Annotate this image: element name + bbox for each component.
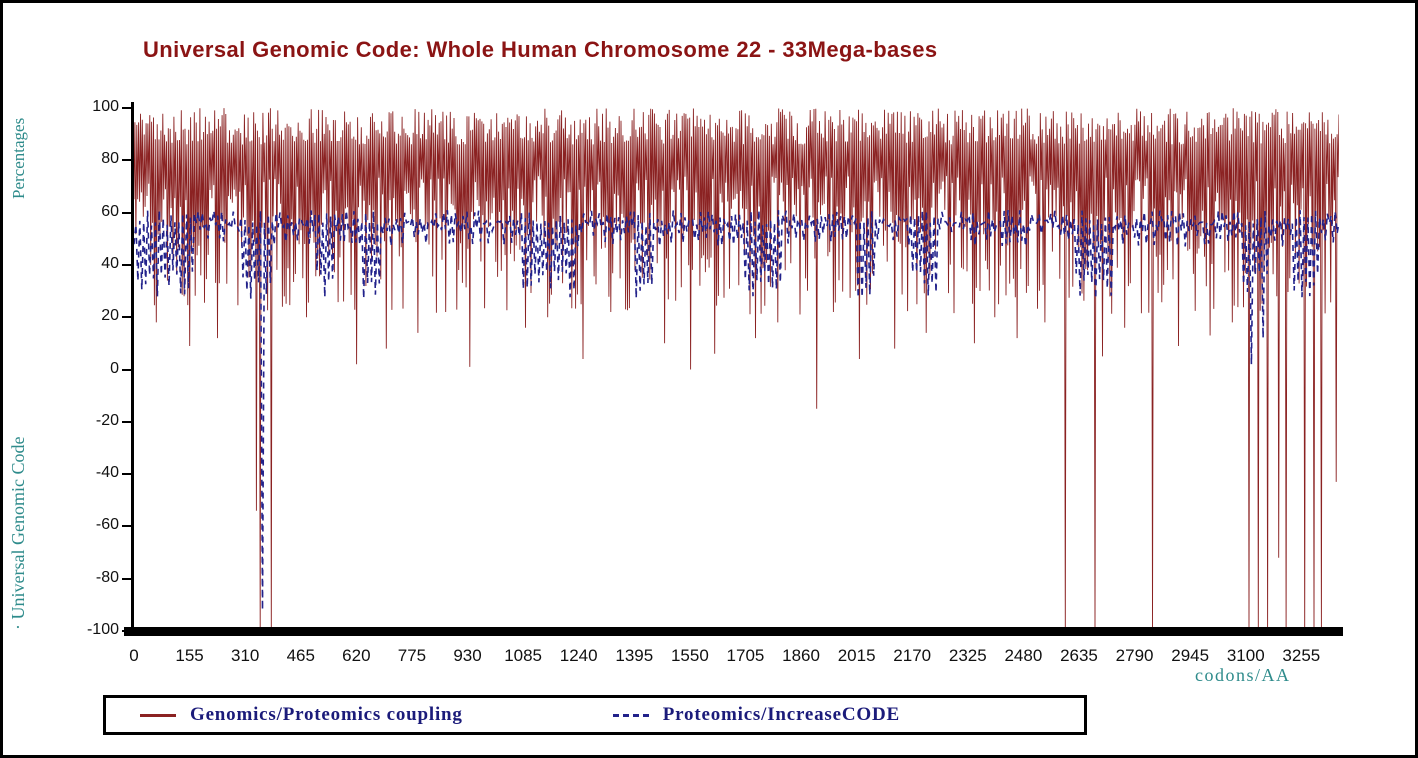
x-tick-label: 310 xyxy=(230,646,260,665)
legend-solid-line-icon xyxy=(140,713,176,717)
y-tick-label: 60 xyxy=(101,202,119,220)
x-tick-label: 155 xyxy=(175,646,204,665)
plot-area xyxy=(134,108,1339,631)
x-tick-label: 2635 xyxy=(1060,646,1098,665)
y-tick-label: 0 xyxy=(110,359,119,377)
x-tick-label: 3255 xyxy=(1282,646,1321,665)
legend-label: Genomics/Proteomics coupling xyxy=(190,704,463,725)
y-tick-label: 40 xyxy=(101,254,119,272)
legend: Genomics/Proteomics coupling Proteomics/I… xyxy=(103,695,1087,735)
y-axis-line xyxy=(131,102,134,633)
y-tick-mark xyxy=(122,577,131,580)
x-tick-label: 620 xyxy=(342,646,371,665)
x-tick-label: 1860 xyxy=(782,646,820,665)
legend-label: Proteomics/IncreaseCODE xyxy=(662,704,900,725)
x-tick-label: 2945 xyxy=(1171,646,1210,665)
y-tick-mark xyxy=(122,525,131,528)
y-tick-mark xyxy=(122,630,131,632)
x-tick-label: 2480 xyxy=(1004,646,1043,665)
y-tick-label: -100 xyxy=(86,621,119,638)
x-tick-label: 1085 xyxy=(504,646,543,665)
y-tick-mark xyxy=(122,473,131,476)
y-tick-mark xyxy=(122,316,131,319)
y-tick-label: -60 xyxy=(95,516,119,534)
x-tick-label: 1240 xyxy=(559,646,598,665)
legend-item-0: Genomics/Proteomics coupling xyxy=(140,704,463,726)
y-tick-mark xyxy=(122,159,131,162)
legend-item-1: Proteomics/IncreaseCODE xyxy=(612,704,900,726)
series-line-0 xyxy=(134,108,1339,631)
x-tick-label: 1550 xyxy=(670,646,709,665)
x-tick-label: 775 xyxy=(397,646,427,665)
x-tick-label: 930 xyxy=(453,646,482,665)
y-tick-mark xyxy=(122,211,131,214)
x-tick-label: 1705 xyxy=(726,646,765,665)
y-tick-label: -80 xyxy=(95,568,119,586)
y-tick-label: -40 xyxy=(95,464,119,482)
x-tick-label: 465 xyxy=(286,646,315,665)
y-axis-label-universal-genomic-code: · Universal Genomic Code xyxy=(8,436,28,630)
y-tick-label: 100 xyxy=(92,98,119,115)
x-tick-label: 2170 xyxy=(893,646,932,665)
y-tick-mark xyxy=(122,420,131,423)
y-tick-mark xyxy=(122,368,131,371)
x-tick-label: 0 xyxy=(129,646,139,665)
y-tick-mark xyxy=(122,263,131,266)
x-tick-label: 2015 xyxy=(837,646,876,665)
series-line-1 xyxy=(134,210,1339,611)
x-tick-label: 2325 xyxy=(948,646,987,665)
y-tick-label: 80 xyxy=(101,150,119,168)
x-axis-line xyxy=(124,627,1343,636)
y-tick-label: 20 xyxy=(101,307,119,325)
legend-dashed-line-icon xyxy=(612,713,649,717)
x-axis-label: codons/AA xyxy=(1195,665,1291,685)
x-tick-label: 1395 xyxy=(615,646,654,665)
y-axis-label-percentages: Percentages xyxy=(9,117,28,199)
y-tick-mark xyxy=(122,107,131,109)
x-tick-label: 2790 xyxy=(1115,646,1154,665)
y-tick-label: -20 xyxy=(95,411,119,429)
chart-title: Universal Genomic Code: Whole Human Chro… xyxy=(143,37,938,62)
x-tick-label: 3100 xyxy=(1226,646,1265,665)
